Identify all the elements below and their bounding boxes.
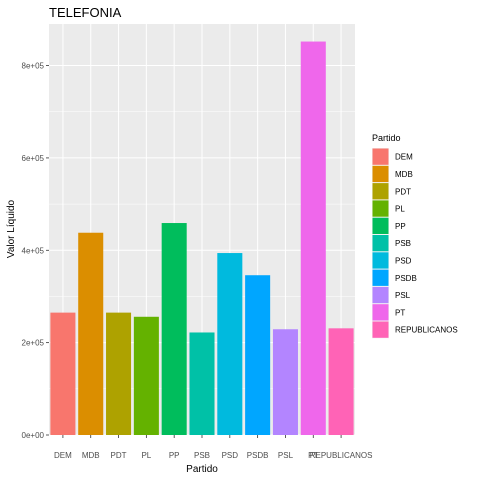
y-axis-title: Valor Líquido xyxy=(6,199,17,258)
legend-label: PL xyxy=(395,205,405,214)
x-tick-label: PL xyxy=(141,451,151,460)
legend-swatch xyxy=(372,286,389,304)
legend-swatch xyxy=(372,148,389,165)
bar-pp xyxy=(161,223,187,435)
legend-label: PSD xyxy=(395,256,412,265)
chart-title: TELEFONIA xyxy=(49,5,122,20)
legend-label: MDB xyxy=(395,170,413,179)
legend-label: PSL xyxy=(395,291,411,300)
legend-label: PSDB xyxy=(395,274,417,283)
legend-label: REPUBLICANOS xyxy=(395,326,458,335)
bar-psd xyxy=(217,253,243,435)
bar-dem xyxy=(50,312,76,435)
legend-label: PP xyxy=(395,222,406,231)
legend-swatch xyxy=(372,183,389,200)
bar-psl xyxy=(272,329,298,435)
bars xyxy=(50,41,354,436)
bar-pdt xyxy=(106,312,132,435)
legend-swatch xyxy=(372,252,389,269)
legend-label: PSB xyxy=(395,239,411,248)
y-axis: 0e+00 2e+05 4e+05 6e+05 8e+05 xyxy=(22,62,49,440)
legend-swatch xyxy=(372,165,389,183)
x-tick-label: REPUBLICANOS xyxy=(310,451,373,460)
x-tick-label: PP xyxy=(169,451,180,460)
legend-label: PT xyxy=(395,308,405,317)
y-tick-label: 8e+05 xyxy=(22,62,45,71)
legend-swatch xyxy=(372,235,389,252)
legend-label: DEM xyxy=(395,153,413,162)
x-tick-label: PSL xyxy=(278,451,294,460)
x-axis-title: Partido xyxy=(186,464,218,475)
legend-swatch xyxy=(372,321,389,338)
x-tick-label: PSDB xyxy=(247,451,269,460)
y-tick-label: 2e+05 xyxy=(22,339,45,348)
x-tick-label: PDT xyxy=(111,451,127,460)
bar-pt xyxy=(300,41,326,436)
legend-swatch xyxy=(372,200,389,217)
y-tick-label: 4e+05 xyxy=(22,246,45,255)
legend: Partido DEM MDB PDT PL PP PSB PSD PSDB PSL PT REPU… xyxy=(372,133,458,339)
bar-mdb xyxy=(78,232,104,435)
bar-psdb xyxy=(245,275,271,435)
legend-swatch xyxy=(372,304,389,321)
y-tick-label: 0e+00 xyxy=(22,431,45,440)
x-tick-label: PT xyxy=(308,451,318,460)
bar-republicanos xyxy=(328,328,354,435)
legend-swatch xyxy=(372,269,389,286)
legend-swatch xyxy=(372,217,389,234)
x-tick-label: MDB xyxy=(82,451,100,460)
legend-title: Partido xyxy=(372,133,401,143)
x-tick-label: PSB xyxy=(194,451,210,460)
y-tick-label: 6e+05 xyxy=(22,154,45,163)
bar-pl xyxy=(133,316,159,435)
bar-psb xyxy=(189,332,215,435)
x-tick-label: PSD xyxy=(222,451,239,460)
x-tick-label: DEM xyxy=(54,451,72,460)
legend-label: PDT xyxy=(395,187,411,196)
